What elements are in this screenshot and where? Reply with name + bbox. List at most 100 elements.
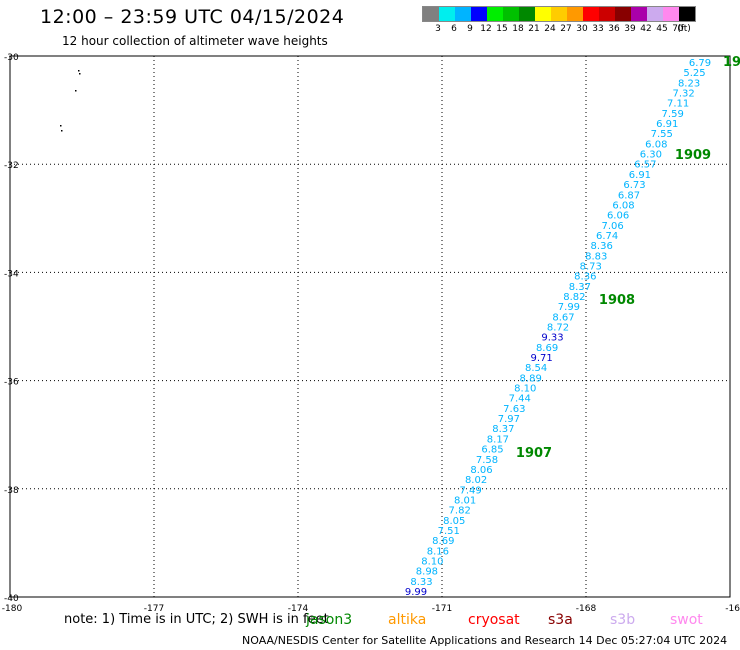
legend-cryosat: cryosat — [468, 612, 520, 628]
swh-value-label: 8.72 — [547, 323, 569, 334]
color-swatch — [647, 7, 663, 21]
swh-value-label: 8.89 — [520, 373, 542, 384]
swh-value-label: 8.23 — [678, 78, 700, 89]
color-scale-bar — [422, 6, 696, 22]
color-swatch — [567, 7, 583, 21]
color-swatch — [551, 7, 567, 21]
color-scale-tick-label: 70 — [672, 24, 684, 34]
swh-value-label: 7.51 — [438, 526, 460, 537]
lon-tick-label: -174 — [288, 604, 309, 614]
orbit-number-label: 1907 — [516, 446, 552, 461]
lat-tick-label: -32 — [4, 161, 19, 171]
color-swatch — [487, 7, 503, 21]
legend-altika: altika — [388, 612, 427, 628]
swh-value-label: 6.91 — [629, 170, 651, 181]
color-swatch — [631, 7, 647, 21]
color-scale-tick-label: 42 — [640, 24, 652, 34]
swh-value-label: 7.99 — [558, 302, 580, 313]
swh-value-label: 6.08 — [645, 139, 667, 150]
swh-value-label: 7.44 — [509, 394, 531, 405]
swh-value-label: 8.02 — [465, 475, 487, 486]
note-text: note: 1) Time is in UTC; 2) SWH is in fe… — [64, 612, 329, 627]
color-scale-tick-label: 33 — [592, 24, 604, 34]
legend-jason3: jason3 — [306, 612, 353, 628]
lon-tick-label: -177 — [144, 604, 164, 614]
lat-tick-label: -30 — [4, 53, 19, 63]
color-scale-tick-label: 36 — [608, 24, 620, 34]
lon-tick-label: -171 — [432, 604, 452, 614]
lat-tick-label: -40 — [4, 594, 19, 604]
page-subtitle: 12 hour collection of altimeter wave hei… — [62, 34, 328, 48]
swh-value-label: 7.58 — [476, 455, 498, 466]
swh-value-label: 7.32 — [672, 89, 694, 100]
lat-tick-label: -38 — [4, 486, 19, 496]
color-scale-tick-label: 39 — [624, 24, 636, 34]
lat-tick-label: -34 — [4, 269, 19, 279]
swh-value-label: 6.74 — [596, 231, 618, 242]
page-title: 12:00 – 23:59 UTC 04/15/2024 — [40, 6, 345, 28]
swh-value-label: 7.63 — [503, 404, 525, 415]
color-scale-tick-label: 9 — [467, 24, 473, 34]
wave-height-color-scale: 3 6 9 12 15 18 21 24 27 30 33 36 39 42 45 70 (ft) — [422, 6, 696, 36]
color-swatch — [471, 7, 487, 21]
swh-value-label: 8.06 — [470, 465, 492, 476]
swh-value-label: 8.73 — [580, 261, 602, 272]
lon-tick-label: -168 — [576, 604, 597, 614]
swh-value-label: 8.54 — [525, 363, 547, 374]
color-scale-tick-label: 12 — [480, 24, 492, 34]
island-dot — [61, 130, 63, 132]
color-swatch — [615, 7, 631, 21]
orbit-number-label: 1908 — [599, 293, 635, 308]
swh-value-label: 6.08 — [612, 200, 634, 211]
map-frame — [9, 55, 731, 598]
swh-value-label: 6.57 — [634, 160, 656, 171]
island-dot — [75, 90, 77, 92]
swh-value-label: 7.49 — [459, 485, 481, 496]
swh-value-label: 6.85 — [481, 445, 503, 456]
swh-value-label: 8.01 — [454, 495, 476, 506]
swh-value-label: 8.69 — [432, 536, 454, 547]
swh-value-label: 6.79 — [689, 58, 711, 69]
swh-value-label: 7.06 — [601, 221, 623, 232]
swh-value-label: 6.87 — [618, 190, 640, 201]
legend-s3b: s3b — [610, 612, 636, 628]
color-scale-tick-label: 6 — [451, 24, 457, 34]
swh-value-label: 8.10 — [514, 384, 536, 395]
island-dot — [79, 73, 81, 75]
orbit-number-label: 19 — [723, 55, 740, 70]
swh-value-label: 8.05 — [443, 516, 465, 527]
swh-value-label: 7.59 — [662, 109, 684, 120]
swh-value-label: 7.11 — [667, 99, 689, 110]
legend-swot: swot — [670, 612, 703, 628]
island-dot — [60, 125, 62, 127]
lat-tick-label: -36 — [4, 378, 19, 388]
swh-value-label: 8.69 — [536, 343, 558, 354]
swh-value-label: 8.36 — [574, 272, 596, 283]
color-swatch — [535, 7, 551, 21]
color-swatch — [503, 7, 519, 21]
swh-value-label: 8.37 — [492, 424, 514, 435]
color-scale-tick-label: 21 — [528, 24, 540, 34]
swh-value-label: 7.97 — [498, 414, 520, 425]
swh-value-label: 8.10 — [421, 556, 443, 567]
footer-credit: NOAA/NESDIS Center for Satellite Applica… — [242, 634, 728, 647]
color-swatch — [583, 7, 599, 21]
color-swatch — [455, 7, 471, 21]
swh-value-label: 8.37 — [569, 282, 591, 293]
swh-value-label: 6.30 — [640, 150, 662, 161]
color-swatch — [423, 7, 439, 21]
swh-value-label: 8.67 — [552, 312, 574, 323]
swh-value-label: 8.17 — [487, 434, 509, 445]
swh-value-label: 7.82 — [449, 506, 471, 517]
swh-value-label: 5.25 — [683, 68, 705, 79]
island-dot — [78, 70, 80, 72]
swh-value-label: 9.71 — [530, 353, 552, 364]
swh-value-label: 8.33 — [410, 577, 432, 588]
lon-tick-label: -180 — [2, 604, 23, 614]
legend-s3a: s3a — [548, 612, 573, 628]
swh-value-label: 8.36 — [591, 241, 613, 252]
color-scale-tick-label: 15 — [496, 24, 508, 34]
swh-value-label: 9.33 — [541, 333, 563, 344]
color-scale-tick-label: 18 — [512, 24, 524, 34]
